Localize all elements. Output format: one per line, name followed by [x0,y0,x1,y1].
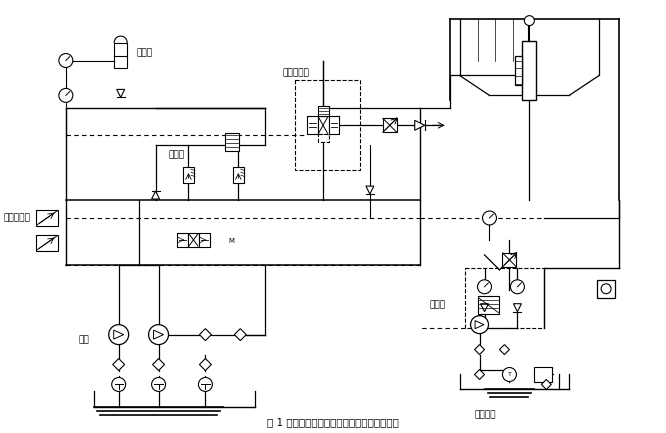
Circle shape [601,284,611,294]
Circle shape [483,211,496,225]
Circle shape [471,316,488,333]
Circle shape [109,325,129,345]
Bar [465,268,544,328]
Bar [597,280,615,298]
Text: 高温油箱: 高温油箱 [475,410,496,419]
Circle shape [524,16,534,26]
Bar [318,134,328,142]
Polygon shape [475,320,484,329]
Bar [534,366,552,382]
Circle shape [502,368,516,381]
Bar [383,118,397,132]
Polygon shape [415,120,425,130]
Circle shape [59,88,73,102]
Bar [199,233,210,247]
Bar [183,167,194,183]
Polygon shape [153,359,165,371]
Text: T: T [507,372,511,377]
Bar [233,167,244,183]
Polygon shape [366,186,374,194]
Polygon shape [114,330,124,339]
Bar [114,42,127,68]
Polygon shape [500,345,509,355]
Text: 蓄能器: 蓄能器 [137,48,153,57]
Circle shape [149,325,168,345]
Bar [188,233,199,247]
Polygon shape [199,359,211,371]
Circle shape [112,378,126,391]
Text: 远程调压阀: 远程调压阀 [3,213,30,223]
Bar [295,81,360,170]
Text: 电液换向阀: 电液换向阀 [282,68,309,77]
Text: 主泵: 主泵 [79,335,89,344]
Bar [318,107,328,116]
Polygon shape [481,304,488,312]
Text: 高温泵: 高温泵 [430,300,446,309]
Text: 图 1 软管总成试验装置的参考液压回路原理图: 图 1 软管总成试验装置的参考液压回路原理图 [267,417,399,427]
Polygon shape [475,369,484,379]
Polygon shape [513,304,521,312]
Polygon shape [234,329,246,341]
Polygon shape [199,329,211,341]
Bar [522,41,536,100]
Polygon shape [541,379,551,389]
Circle shape [59,54,73,68]
Bar [328,116,340,134]
Circle shape [478,280,492,294]
Bar [502,253,516,267]
Circle shape [198,378,212,391]
Polygon shape [475,345,484,355]
Bar [478,296,500,313]
Polygon shape [113,359,125,371]
Bar [515,55,522,85]
Bar [225,133,239,151]
Bar [318,116,328,134]
Circle shape [152,378,166,391]
Bar [36,235,58,251]
Polygon shape [152,191,160,199]
Circle shape [510,280,524,294]
Bar [177,233,188,247]
Polygon shape [154,330,164,339]
Polygon shape [117,89,125,97]
Text: M: M [228,238,234,244]
Bar [36,210,58,226]
Text: 溢流阀: 溢流阀 [168,151,184,160]
Bar [306,116,318,134]
